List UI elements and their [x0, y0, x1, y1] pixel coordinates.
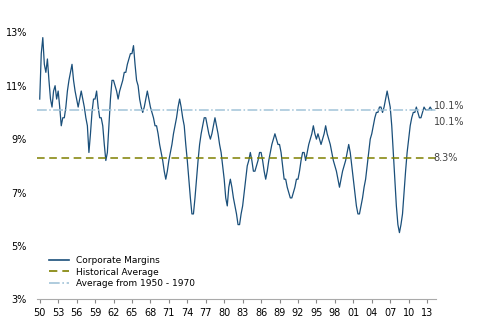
- Corporate Margins: [428, 108, 434, 112]
- Line: Corporate Margins: Corporate Margins: [40, 38, 432, 233]
- Corporate Margins: [396, 231, 402, 235]
- Corporate Margins: [209, 132, 215, 136]
- Corporate Margins: [40, 36, 46, 40]
- Corporate Margins: [36, 97, 43, 101]
- Text: 10.1%: 10.1%: [434, 117, 464, 127]
- Corporate Margins: [183, 143, 189, 146]
- Text: 8.3%: 8.3%: [434, 153, 458, 163]
- Corporate Margins: [188, 196, 194, 200]
- Corporate Margins: [356, 212, 362, 216]
- Corporate Margins: [232, 204, 238, 208]
- Corporate Margins: [161, 169, 167, 173]
- Legend: Corporate Margins, Historical Average, Average from 1950 - 1970: Corporate Margins, Historical Average, A…: [45, 252, 199, 292]
- Text: 10.1%: 10.1%: [434, 101, 464, 111]
